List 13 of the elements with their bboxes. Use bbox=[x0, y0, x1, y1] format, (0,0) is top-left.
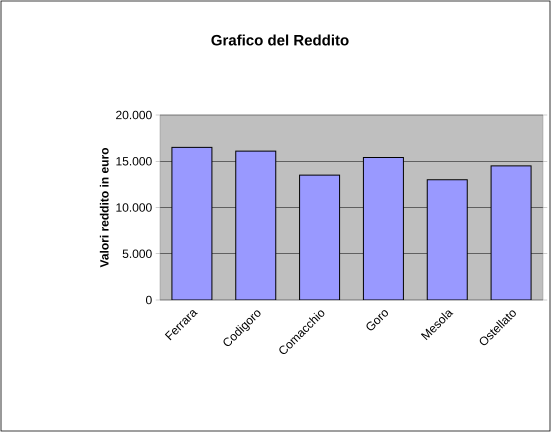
y-tick-label: 10.000 bbox=[116, 203, 152, 212]
chart-title: Grafico del Reddito bbox=[211, 34, 349, 46]
bar bbox=[236, 151, 276, 300]
y-tick-label: 15.000 bbox=[116, 157, 152, 166]
bar bbox=[300, 175, 340, 300]
y-tick-label: 5.000 bbox=[122, 250, 152, 258]
y-tick-label: 20.000 bbox=[116, 110, 152, 120]
y-tick-label: 0 bbox=[146, 296, 152, 304]
y-axis-title: Valori reddito in euro bbox=[100, 148, 109, 268]
bar bbox=[363, 158, 404, 300]
bar bbox=[490, 165, 532, 300]
bar bbox=[172, 147, 212, 300]
bar bbox=[427, 180, 468, 300]
